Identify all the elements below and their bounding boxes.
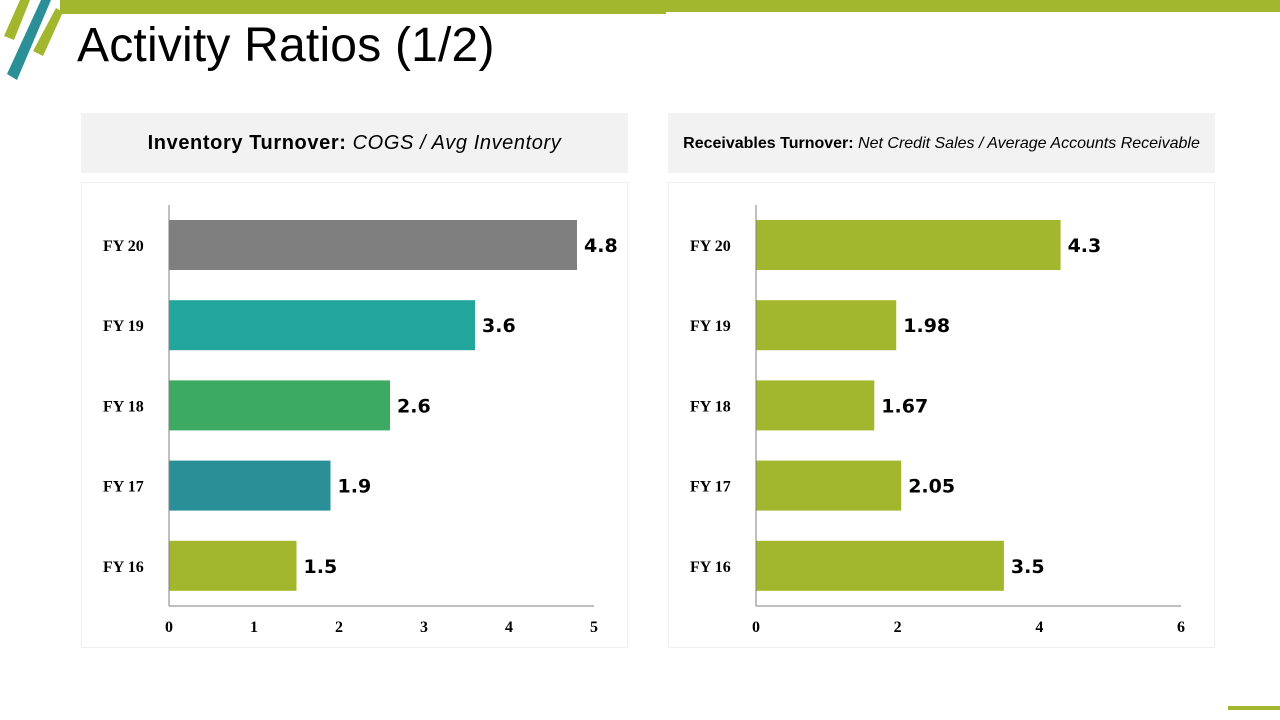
receivables-category-label: FY 20	[690, 238, 731, 255]
receivables-bar-fy20	[756, 220, 1061, 270]
inventory-x-tick-label: 4	[505, 619, 513, 636]
inventory-data-label: 1.9	[338, 476, 372, 498]
inventory-x-tick-label: 3	[420, 619, 428, 636]
inventory-data-label: 3.6	[482, 315, 516, 337]
inventory-bar-fy16	[169, 540, 297, 591]
corner-stripe-green	[4, 0, 30, 40]
receivables-bar-fy17	[756, 460, 902, 511]
inventory-x-tick-label: 0	[165, 619, 173, 636]
receivables-category-label: FY 18	[690, 398, 731, 415]
top-accent-bar	[60, 0, 1280, 12]
receivables-data-label: 4.3	[1068, 235, 1102, 257]
receivables-category-label: FY 19	[690, 318, 731, 335]
inventory-category-label: FY 17	[103, 479, 144, 496]
inventory-bar-fy18	[169, 380, 390, 431]
inventory-category-label: FY 20	[103, 238, 144, 255]
inventory-turnover-header: Inventory Turnover: COGS / Avg Inventory	[81, 113, 628, 173]
receivables-turnover-title: Receivables Turnover:	[683, 134, 854, 152]
corner-stripe-green-2	[33, 8, 63, 56]
inventory-turnover-title: Inventory Turnover:	[147, 131, 347, 154]
inventory-x-tick-label: 2	[335, 619, 343, 636]
receivables-turnover-header: Receivables Turnover: Net Credit Sales /…	[668, 113, 1215, 173]
receivables-x-tick-label: 4	[1035, 619, 1043, 636]
receivables-data-label: 1.98	[903, 315, 950, 337]
inventory-turnover-formula: COGS / Avg Inventory	[346, 131, 562, 154]
inventory-category-label: FY 16	[103, 559, 144, 576]
receivables-bar-fy18	[756, 380, 875, 431]
inventory-data-label: 2.6	[397, 395, 431, 417]
receivables-x-tick-label: 2	[894, 619, 902, 636]
receivables-x-tick-label: 6	[1177, 619, 1185, 636]
inventory-data-label: 4.8	[584, 235, 618, 257]
receivables-bar-fy16	[756, 540, 1004, 591]
page-title: Activity Ratios (1/2)	[77, 19, 495, 72]
receivables-bar-fy19	[756, 300, 897, 351]
inventory-category-label: FY 19	[103, 318, 144, 335]
inventory-bar-fy19	[169, 300, 475, 351]
inventory-turnover-chart-svg: FY 20 4.8 FY 19 3.6 FY 18 2.6 FY 17 1.9 FY 16 1.5…	[103, 205, 618, 636]
receivables-data-label: 1.67	[881, 395, 928, 417]
receivables-data-label: 3.5	[1011, 556, 1045, 578]
receivables-x-tick-label: 0	[752, 619, 760, 636]
inventory-category-label: FY 18	[103, 398, 144, 415]
receivables-data-label: 2.05	[908, 476, 955, 498]
inventory-bar-fy17	[169, 460, 331, 511]
receivables-category-label: FY 17	[690, 479, 731, 496]
receivables-turnover-formula: Net Credit Sales / Average Accounts Rece…	[853, 134, 1200, 152]
bottom-accent-line	[1228, 706, 1280, 710]
receivables-category-label: FY 16	[690, 559, 731, 576]
corner-stripes-decoration	[4, 0, 63, 80]
inventory-turnover-chart: FY 20 4.8 FY 19 3.6 FY 18 2.6 FY 17 1.9 FY 16 1.5…	[81, 182, 628, 648]
inventory-data-label: 1.5	[304, 556, 338, 578]
corner-stripe-teal	[7, 0, 51, 80]
receivables-turnover-chart: FY 20 4.3 FY 19 1.98 FY 18 1.67 FY 17 2.05 FY 16…	[668, 182, 1215, 648]
top-accent-notch	[60, 12, 666, 14]
receivables-turnover-chart-svg: FY 20 4.3 FY 19 1.98 FY 18 1.67 FY 17 2.05 FY 16…	[690, 205, 1185, 636]
inventory-x-tick-label: 5	[590, 619, 598, 636]
inventory-x-tick-label: 1	[250, 619, 258, 636]
inventory-bar-fy20	[169, 220, 577, 270]
